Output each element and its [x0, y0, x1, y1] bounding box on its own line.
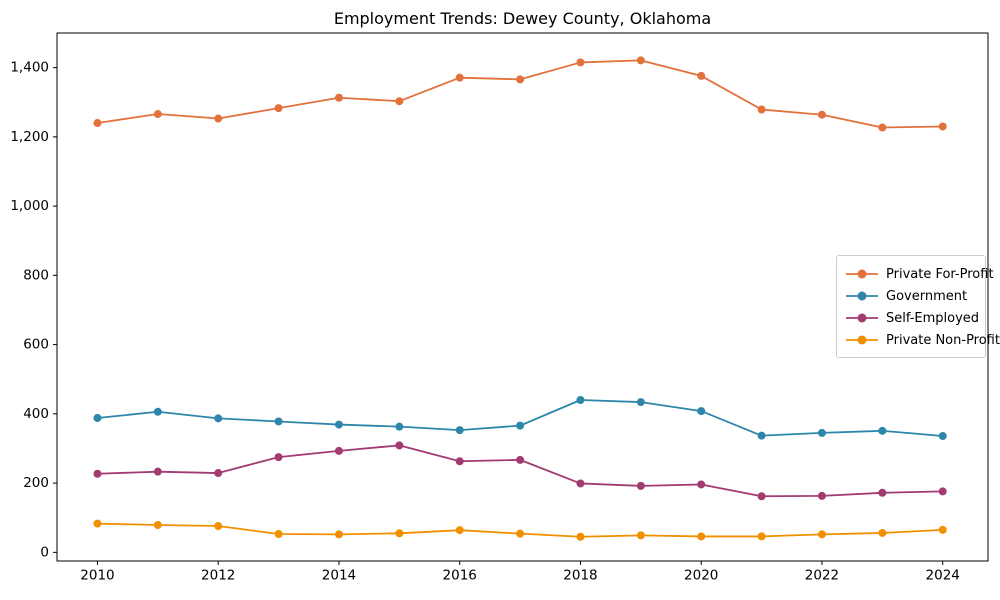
y-tick-label: 1,000 [10, 198, 49, 214]
data-point-private-for-profit [153, 110, 162, 119]
legend-item-private-non-profit: Private Non-Profit [845, 329, 1000, 351]
y-tick-label: 200 [23, 475, 49, 491]
data-point-private-non-profit [395, 529, 404, 538]
data-point-private-for-profit [757, 105, 766, 114]
data-point-self-employed [334, 446, 343, 455]
legend-label: Self-Employed [886, 310, 980, 326]
data-point-private-for-profit [878, 123, 887, 132]
series-line-private-for-profit [97, 59, 943, 129]
series-line-self-employed [97, 444, 943, 498]
data-point-private-for-profit [636, 56, 645, 65]
x-tick-label: 2016 [443, 568, 477, 584]
data-point-self-employed [817, 491, 826, 500]
x-tick-label: 2010 [80, 568, 114, 584]
legend-marker-icon [846, 291, 878, 301]
data-point-self-employed [93, 469, 102, 478]
data-point-private-non-profit [516, 529, 525, 538]
data-point-self-employed [878, 488, 887, 497]
data-point-government [757, 431, 766, 440]
x-tick-label: 2020 [684, 568, 718, 584]
legend-item-government: Government [845, 285, 977, 307]
x-tick-label: 2018 [563, 568, 597, 584]
data-point-private-non-profit [274, 529, 283, 538]
data-point-government [878, 426, 887, 435]
data-point-private-non-profit [817, 530, 826, 539]
data-point-self-employed [214, 469, 223, 478]
data-point-private-for-profit [395, 97, 404, 106]
data-point-government [576, 396, 585, 405]
data-point-private-for-profit [274, 104, 283, 113]
data-point-private-for-profit [576, 58, 585, 67]
data-point-self-employed [455, 457, 464, 466]
data-point-self-employed [757, 492, 766, 501]
data-point-private-for-profit [93, 119, 102, 128]
data-point-private-non-profit [878, 528, 887, 537]
data-point-self-employed [153, 467, 162, 476]
legend-marker-icon [846, 313, 878, 323]
legend-label: Private Non-Profit [886, 332, 1000, 348]
data-point-self-employed [516, 455, 525, 464]
data-point-self-employed [938, 487, 947, 496]
legend-label: Private For-Profit [886, 266, 994, 282]
y-tick-label: 400 [23, 406, 49, 422]
data-point-private-for-profit [938, 122, 947, 131]
x-tick-label: 2022 [805, 568, 839, 584]
data-point-government [636, 398, 645, 407]
legend-marker-icon [846, 335, 878, 345]
y-tick-label: 0 [40, 544, 49, 560]
data-point-self-employed [636, 481, 645, 490]
series-line-government [97, 399, 943, 437]
data-point-government [334, 420, 343, 429]
data-point-private-non-profit [455, 526, 464, 535]
data-point-private-non-profit [636, 531, 645, 540]
x-tick-label: 2012 [201, 568, 235, 584]
data-point-private-non-profit [697, 532, 706, 541]
data-point-private-non-profit [576, 532, 585, 541]
y-tick-label: 600 [23, 337, 49, 353]
legend-label: Government [886, 288, 968, 304]
data-point-government [455, 426, 464, 435]
data-point-private-for-profit [334, 93, 343, 102]
y-tick-label: 1,200 [10, 129, 49, 145]
data-point-private-for-profit [516, 75, 525, 84]
data-point-government [516, 421, 525, 430]
data-point-private-non-profit [214, 522, 223, 531]
data-point-government [938, 432, 947, 441]
data-point-private-non-profit [93, 519, 102, 528]
y-tick-label: 1,400 [10, 60, 49, 76]
data-point-private-non-profit [938, 525, 947, 534]
data-point-private-non-profit [153, 520, 162, 529]
axes-box [56, 32, 989, 562]
data-point-government [817, 428, 826, 437]
data-point-government [697, 407, 706, 416]
data-point-self-employed [274, 453, 283, 462]
data-point-government [153, 407, 162, 416]
data-point-private-for-profit [214, 114, 223, 123]
data-point-private-for-profit [817, 110, 826, 119]
y-tick-label: 800 [23, 267, 49, 283]
data-point-private-for-profit [697, 71, 706, 80]
legend-item-self-employed: Self-Employed [845, 307, 980, 329]
chart-title: Employment Trends: Dewey County, Oklahom… [333, 9, 712, 28]
data-point-self-employed [395, 441, 404, 450]
data-point-government [395, 422, 404, 431]
data-point-self-employed [576, 479, 585, 488]
x-tick-label: 2014 [322, 568, 356, 584]
data-point-private-for-profit [455, 73, 464, 82]
x-tick-label: 2024 [926, 568, 960, 584]
data-point-government [214, 414, 223, 423]
data-point-private-non-profit [334, 530, 343, 539]
data-point-government [93, 414, 102, 423]
data-point-self-employed [697, 480, 706, 489]
data-point-private-non-profit [757, 532, 766, 541]
data-point-government [274, 417, 283, 426]
legend: Private For-Profit Government Self-Employe… [836, 255, 1000, 358]
legend-marker-icon [846, 269, 878, 279]
legend-item-private-for-profit: Private For-Profit [845, 263, 994, 285]
